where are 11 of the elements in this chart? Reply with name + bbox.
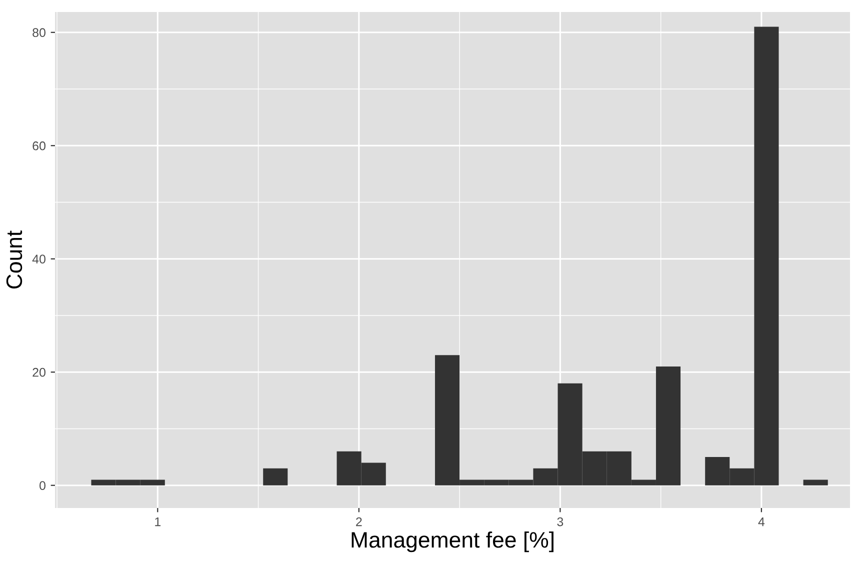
x-axis-title: Management fee [%] [352, 531, 554, 552]
x-tick-label: 4 [758, 517, 765, 526]
x-tick-label: 1 [155, 517, 161, 526]
y-tick-label: 0 [40, 481, 46, 490]
y-tick-label: 40 [32, 254, 46, 264]
y-tick-label: 60 [32, 141, 46, 150]
x-tick-label: 2 [356, 517, 362, 526]
y-tick-label: 20 [32, 368, 46, 377]
x-tick-label: 3 [557, 517, 564, 526]
y-axis-title: Count [6, 230, 22, 289]
y-tick-label: 80 [32, 28, 46, 38]
